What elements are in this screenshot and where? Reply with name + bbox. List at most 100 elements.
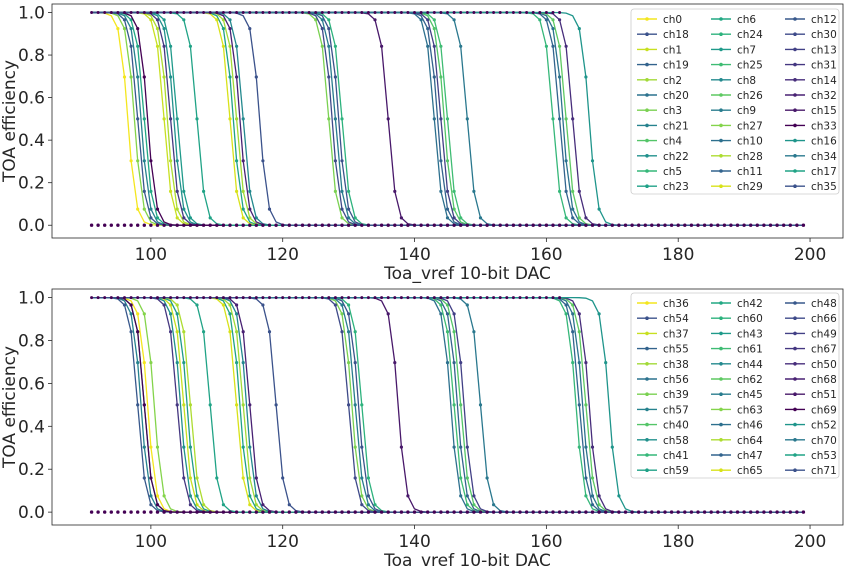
legend-label: ch52 — [811, 420, 837, 432]
data-point-ch25 — [439, 44, 443, 48]
legend-marker — [719, 438, 723, 442]
legend-marker — [645, 331, 649, 336]
legend-item-ch33: ch33 — [785, 120, 837, 132]
data-point-ch45 — [353, 403, 357, 407]
data-point-ch11 — [564, 189, 568, 193]
data-point-ch19 — [445, 207, 450, 211]
legend-box — [630, 292, 840, 479]
top-point — [208, 296, 212, 300]
top-point — [162, 296, 166, 300]
baseline-point — [267, 223, 272, 227]
baseline-point — [735, 223, 740, 227]
top-point — [531, 296, 535, 300]
baseline-point — [168, 223, 173, 227]
data-point-ch8 — [254, 216, 258, 220]
baseline-point — [188, 223, 193, 227]
legend-marker — [719, 17, 723, 21]
legend-marker — [645, 32, 649, 36]
data-point-ch48 — [129, 330, 133, 334]
baseline-point — [399, 223, 404, 227]
data-point-ch56 — [584, 445, 588, 449]
legend-item-ch37: ch37 — [637, 328, 689, 340]
data-point-ch43 — [175, 312, 179, 316]
top-point — [426, 11, 430, 14]
legend-marker — [719, 169, 723, 173]
legend-label: ch13 — [811, 44, 837, 56]
data-point-ch47 — [584, 476, 588, 480]
baseline-point — [241, 510, 245, 514]
legend-marker — [719, 154, 723, 158]
data-point-ch32 — [228, 27, 232, 31]
top-point — [399, 296, 403, 300]
legend-label: ch63 — [737, 404, 763, 416]
top-point — [525, 11, 529, 14]
data-point-ch54 — [353, 361, 357, 365]
data-point-ch52 — [610, 445, 614, 449]
baseline-point — [669, 510, 674, 514]
baseline-point — [590, 510, 595, 514]
data-point-ch49 — [459, 361, 463, 365]
data-point-ch45 — [340, 303, 344, 307]
legend-marker — [719, 331, 723, 336]
legend-label: ch36 — [663, 298, 689, 310]
top-point — [413, 296, 416, 300]
legend-item-ch7: ch7 — [711, 44, 756, 56]
baseline-point — [386, 223, 390, 227]
top-point — [281, 11, 285, 14]
data-point-ch41 — [571, 361, 575, 365]
legend-item-ch6: ch6 — [711, 14, 756, 26]
top-point — [459, 296, 463, 300]
x-tick-label: 100 — [135, 532, 167, 552]
data-point-ch14 — [558, 18, 562, 22]
data-point-ch27 — [142, 207, 146, 211]
baseline-point — [379, 223, 384, 227]
data-point-ch9 — [333, 117, 337, 121]
data-point-ch20 — [551, 27, 555, 31]
data-point-ch35 — [267, 207, 272, 211]
baseline-point — [749, 510, 753, 514]
data-point-ch20 — [564, 159, 568, 163]
y-axis-label: TOA efficiency — [0, 60, 20, 183]
baseline-point — [452, 223, 456, 227]
baseline-point — [406, 510, 410, 514]
legend-marker — [719, 453, 723, 457]
data-point-ch12 — [122, 18, 127, 22]
legend-label: ch62 — [737, 374, 763, 386]
baseline-point — [617, 510, 621, 514]
legend-label: ch68 — [811, 374, 837, 386]
baseline-point — [511, 223, 516, 227]
top-point — [287, 11, 291, 14]
top-point — [268, 11, 271, 14]
baseline-point — [307, 510, 311, 514]
legend-label: ch49 — [811, 328, 837, 340]
baseline-point — [366, 223, 371, 227]
legend-marker — [645, 123, 649, 128]
baseline-point — [142, 223, 146, 227]
data-point-ch46 — [445, 361, 450, 365]
data-point-ch49 — [465, 445, 469, 449]
top-point — [353, 296, 357, 300]
data-point-ch11 — [571, 216, 575, 220]
data-point-ch15 — [380, 44, 384, 48]
data-point-ch55 — [465, 494, 469, 498]
baseline-point — [89, 223, 94, 227]
baseline-point — [373, 223, 377, 227]
top-point — [373, 296, 377, 300]
data-point-ch66 — [333, 303, 337, 307]
data-point-ch64 — [195, 476, 199, 480]
baseline-point — [623, 510, 628, 514]
baseline-point — [801, 510, 806, 514]
legend-label: ch27 — [737, 120, 763, 132]
legend-label: ch23 — [663, 181, 689, 193]
data-point-ch9 — [320, 18, 324, 22]
data-point-ch27 — [136, 159, 140, 163]
data-point-ch49 — [452, 312, 456, 316]
legend-label: ch11 — [737, 166, 763, 178]
legend-marker — [719, 78, 723, 82]
data-point-ch17 — [208, 216, 212, 220]
data-point-ch18 — [340, 159, 344, 163]
baseline-point — [722, 510, 727, 514]
baseline-point — [346, 223, 351, 227]
data-point-ch24 — [353, 216, 357, 220]
baseline-point — [782, 223, 786, 227]
